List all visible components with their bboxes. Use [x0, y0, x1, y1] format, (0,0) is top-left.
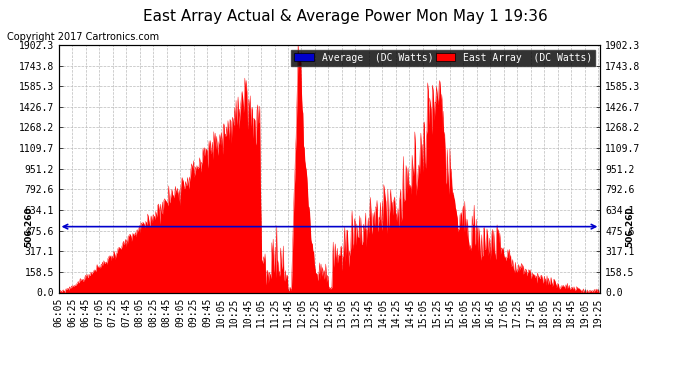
Legend: Average  (DC Watts), East Array  (DC Watts): Average (DC Watts), East Array (DC Watts…: [291, 50, 595, 66]
Text: Copyright 2017 Cartronics.com: Copyright 2017 Cartronics.com: [7, 32, 159, 42]
Text: East Array Actual & Average Power Mon May 1 19:36: East Array Actual & Average Power Mon Ma…: [143, 9, 547, 24]
Text: 506.260: 506.260: [24, 206, 33, 247]
Text: 506.260: 506.260: [626, 206, 635, 247]
